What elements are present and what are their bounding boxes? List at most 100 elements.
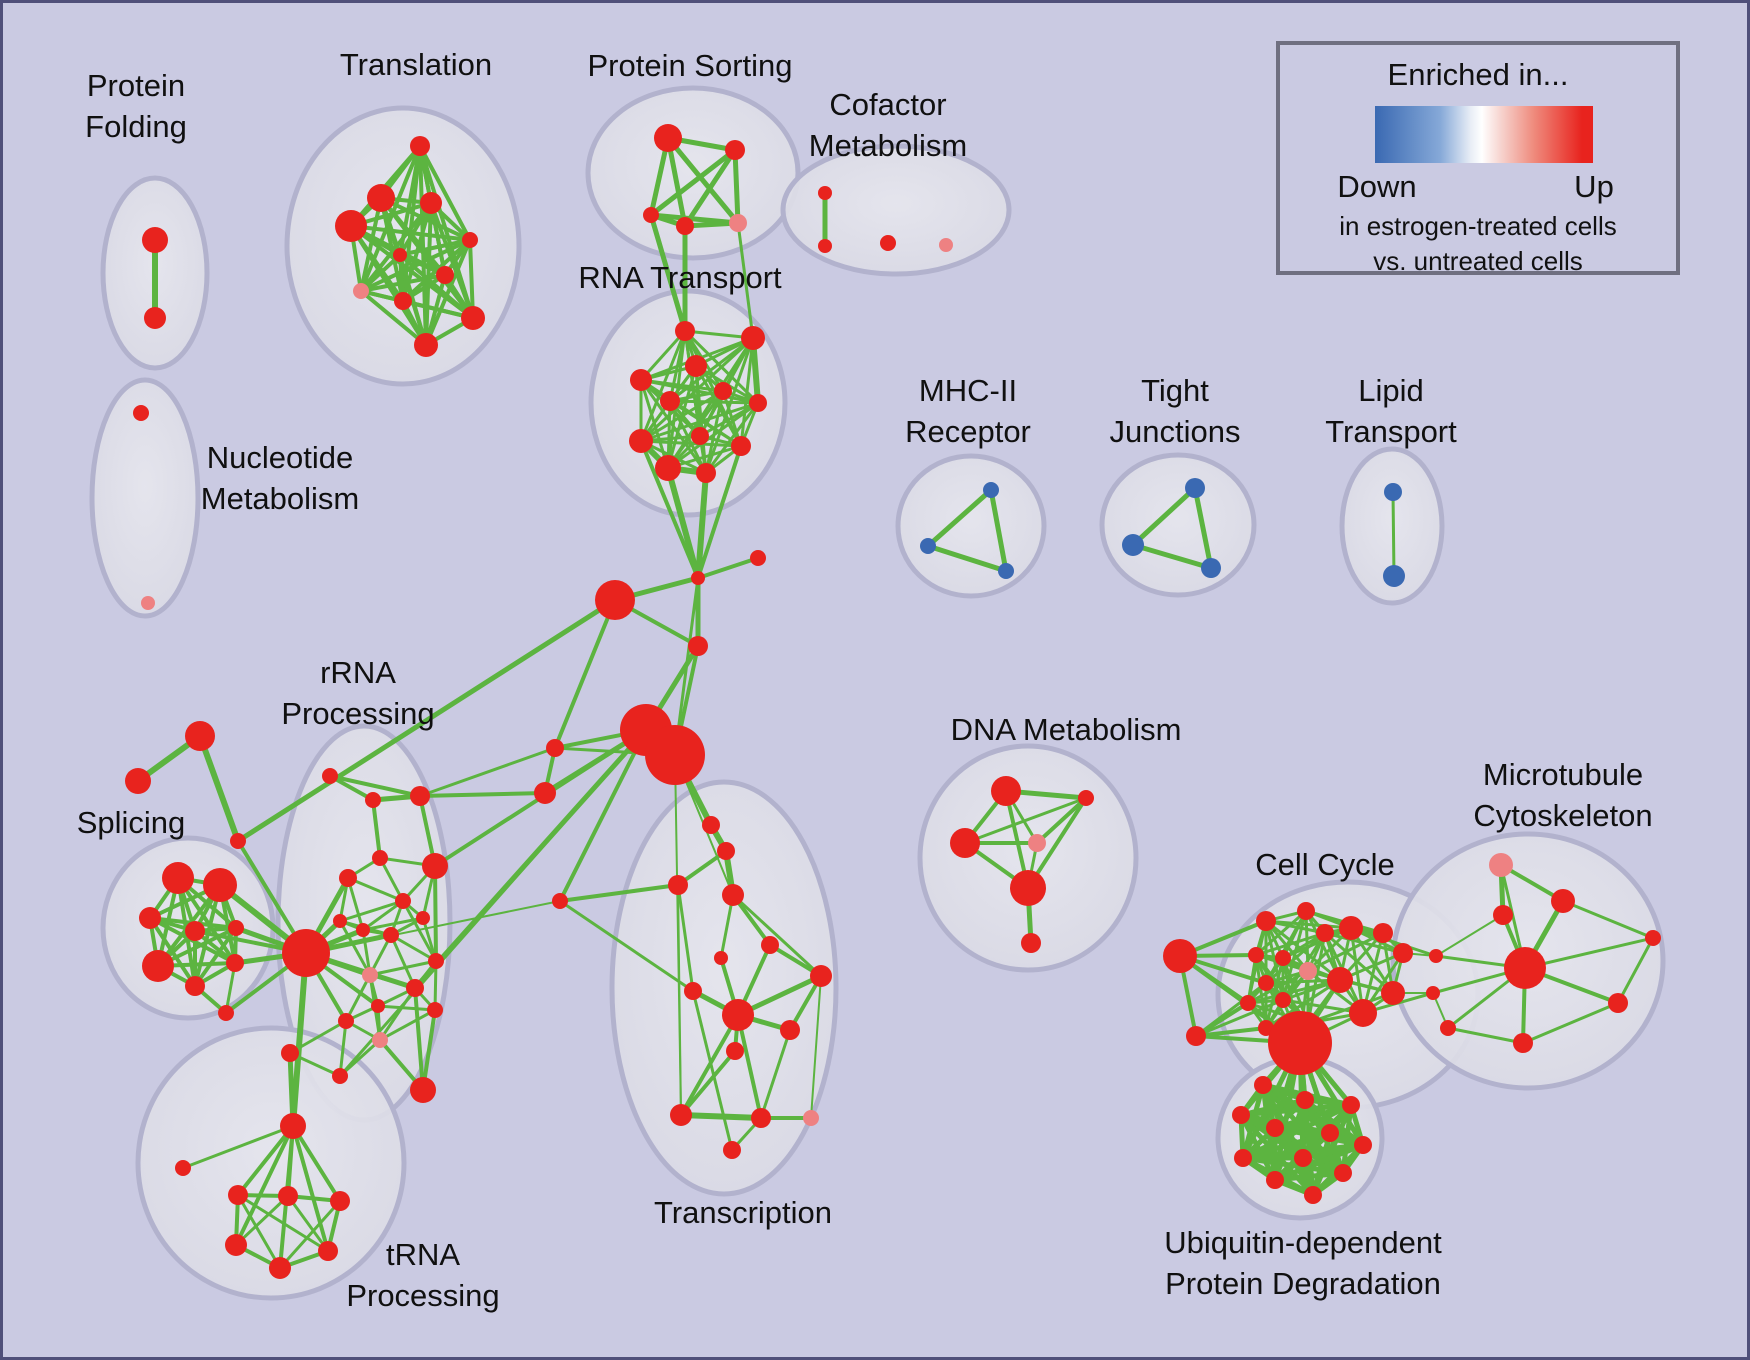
node-MTH[interactable] [1504, 947, 1546, 989]
node-u12[interactable] [1304, 1186, 1322, 1204]
node-cc18[interactable] [1393, 943, 1413, 963]
node-dm2[interactable] [1078, 790, 1094, 806]
node-cf4[interactable] [939, 238, 953, 252]
node-cc1[interactable] [1163, 939, 1197, 973]
node-dm5[interactable] [1010, 870, 1046, 906]
node-tx8[interactable] [810, 965, 832, 987]
node-sp8[interactable] [185, 976, 205, 996]
node-cf1[interactable] [818, 186, 832, 200]
node-ps5[interactable] [729, 214, 747, 232]
node-tx6[interactable] [761, 936, 779, 954]
node-s9[interactable] [218, 1005, 234, 1021]
node-tj2[interactable] [1122, 534, 1144, 556]
node-t1[interactable] [185, 721, 215, 751]
node-mt1[interactable] [1489, 853, 1513, 877]
node-tl3[interactable] [420, 192, 442, 214]
node-sp7[interactable] [226, 954, 244, 972]
node-R4[interactable] [339, 869, 357, 887]
node-rt9[interactable] [629, 429, 653, 453]
node-mt7[interactable] [1440, 1020, 1456, 1036]
node-tl8[interactable] [353, 283, 369, 299]
node-L1[interactable] [546, 739, 564, 757]
node-cc10[interactable] [1339, 916, 1363, 940]
node-rt6[interactable] [714, 382, 732, 400]
node-dm4[interactable] [1028, 834, 1046, 852]
node-t3[interactable] [230, 833, 246, 849]
node-mh3[interactable] [998, 563, 1014, 579]
node-L2[interactable] [534, 782, 556, 804]
node-tl5[interactable] [462, 232, 478, 248]
node-cc17[interactable] [1381, 981, 1405, 1005]
node-R14[interactable] [428, 953, 444, 969]
node-cc3[interactable] [1256, 911, 1276, 931]
node-tx9[interactable] [722, 999, 754, 1031]
node-cc13[interactable] [1275, 992, 1291, 1008]
node-R16[interactable] [427, 1002, 443, 1018]
node-T7[interactable] [318, 1241, 338, 1261]
node-rt3[interactable] [685, 355, 707, 377]
node-c3[interactable] [750, 550, 766, 566]
node-rt5[interactable] [660, 391, 680, 411]
node-R11[interactable] [422, 853, 448, 879]
node-nm1[interactable] [133, 405, 149, 421]
node-R17[interactable] [338, 1013, 354, 1029]
node-sp2[interactable] [203, 868, 237, 902]
node-tx2[interactable] [717, 842, 735, 860]
node-cc19[interactable] [1373, 923, 1393, 943]
node-tl4[interactable] [335, 210, 367, 242]
node-tl11[interactable] [414, 333, 438, 357]
node-tx10[interactable] [780, 1020, 800, 1040]
node-mh1[interactable] [983, 482, 999, 498]
node-sp3[interactable] [139, 907, 161, 929]
node-cc12[interactable] [1240, 995, 1256, 1011]
node-R12[interactable] [362, 967, 378, 983]
node-cc6[interactable] [1275, 950, 1291, 966]
node-tl2[interactable] [367, 184, 395, 212]
node-tl1[interactable] [410, 136, 430, 156]
node-T2[interactable] [228, 1185, 248, 1205]
node-u7[interactable] [1354, 1136, 1372, 1154]
node-ps2[interactable] [725, 140, 745, 160]
node-rt8[interactable] [691, 427, 709, 445]
node-mt3[interactable] [1493, 905, 1513, 925]
node-dm3[interactable] [950, 828, 980, 858]
node-u3[interactable] [1342, 1096, 1360, 1114]
node-cf3[interactable] [880, 235, 896, 251]
node-tj3[interactable] [1201, 558, 1221, 578]
node-sp6[interactable] [142, 950, 174, 982]
node-pf2[interactable] [144, 307, 166, 329]
node-cc5[interactable] [1248, 947, 1264, 963]
node-cc16[interactable] [1349, 999, 1377, 1027]
node-u10[interactable] [1334, 1164, 1352, 1182]
node-mt6[interactable] [1513, 1033, 1533, 1053]
node-dm6[interactable] [1021, 933, 1041, 953]
node-lt1[interactable] [1384, 483, 1402, 501]
node-R5[interactable] [372, 850, 388, 866]
node-g2[interactable] [645, 725, 705, 785]
node-R6[interactable] [395, 893, 411, 909]
node-tx13[interactable] [751, 1108, 771, 1128]
node-nm2[interactable] [141, 596, 155, 610]
node-rt2[interactable] [741, 326, 765, 350]
node-rt4[interactable] [630, 369, 652, 391]
node-tx7[interactable] [684, 982, 702, 1000]
node-sp5[interactable] [228, 920, 244, 936]
node-c4[interactable] [688, 636, 708, 656]
node-cc11[interactable] [1327, 967, 1353, 993]
node-T5[interactable] [225, 1234, 247, 1256]
node-CCH[interactable] [1268, 1011, 1332, 1075]
node-T3[interactable] [278, 1186, 298, 1206]
node-tl9[interactable] [394, 292, 412, 310]
node-tx15[interactable] [723, 1141, 741, 1159]
node-R15[interactable] [371, 999, 385, 1013]
node-tl10[interactable] [461, 306, 485, 330]
node-u11[interactable] [1266, 1171, 1284, 1189]
node-cc4[interactable] [1297, 902, 1315, 920]
node-R13[interactable] [406, 979, 424, 997]
node-c1[interactable] [691, 571, 705, 585]
node-T0[interactable] [280, 1113, 306, 1139]
node-tx11[interactable] [726, 1042, 744, 1060]
node-sp4[interactable] [185, 921, 205, 941]
node-u4[interactable] [1232, 1106, 1250, 1124]
node-R1[interactable] [322, 768, 338, 784]
